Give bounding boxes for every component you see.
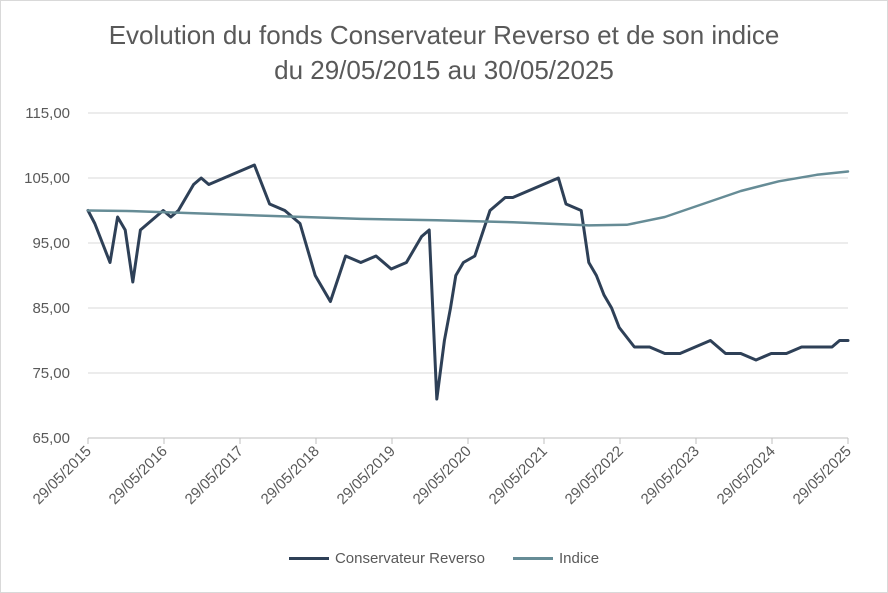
series-line-fund <box>86 163 850 401</box>
x-tick-label: 29/05/2021 <box>486 443 551 508</box>
x-tick-label: 29/05/2025 <box>790 443 855 508</box>
x-tick-label: 29/05/2019 <box>334 443 399 508</box>
legend-swatch-index <box>513 557 554 560</box>
legend-label-index: Indice <box>559 550 600 567</box>
x-tick-label: 29/05/2020 <box>410 443 475 508</box>
y-tick-label: 95,00 <box>32 235 70 252</box>
series-line-index <box>86 170 850 227</box>
legend-item-index: Indice <box>513 550 599 567</box>
y-tick-label: 115,00 <box>25 105 70 122</box>
legend-swatch-fund <box>288 557 329 560</box>
chart-title: Evolution du fonds Conservateur Reverso … <box>0 18 888 88</box>
x-tick-label: 29/05/2024 <box>714 443 779 508</box>
x-tick-label: 29/05/2017 <box>182 443 247 508</box>
x-tick-label: 29/05/2015 <box>30 443 95 508</box>
x-tick-label: 29/05/2016 <box>106 443 171 508</box>
legend-item-fund: Conservateur Reverso <box>288 550 486 567</box>
y-tick-label: 85,00 <box>32 300 70 317</box>
chart-title-line1: Evolution du fonds Conservateur Reverso … <box>108 20 780 50</box>
legend: Conservateur Reverso Indice <box>0 550 888 567</box>
y-tick-label: 65,00 <box>32 430 70 447</box>
chart-title-line2: du 29/05/2015 au 30/05/2025 <box>274 55 614 85</box>
x-tick-label: 29/05/2018 <box>258 443 323 508</box>
y-tick-label: 105,00 <box>24 170 70 187</box>
x-tick-label: 29/05/2022 <box>562 443 627 508</box>
legend-label-fund: Conservateur Reverso <box>334 550 486 567</box>
y-tick-label: 75,00 <box>32 365 70 382</box>
x-tick-label: 29/05/2023 <box>638 443 703 508</box>
